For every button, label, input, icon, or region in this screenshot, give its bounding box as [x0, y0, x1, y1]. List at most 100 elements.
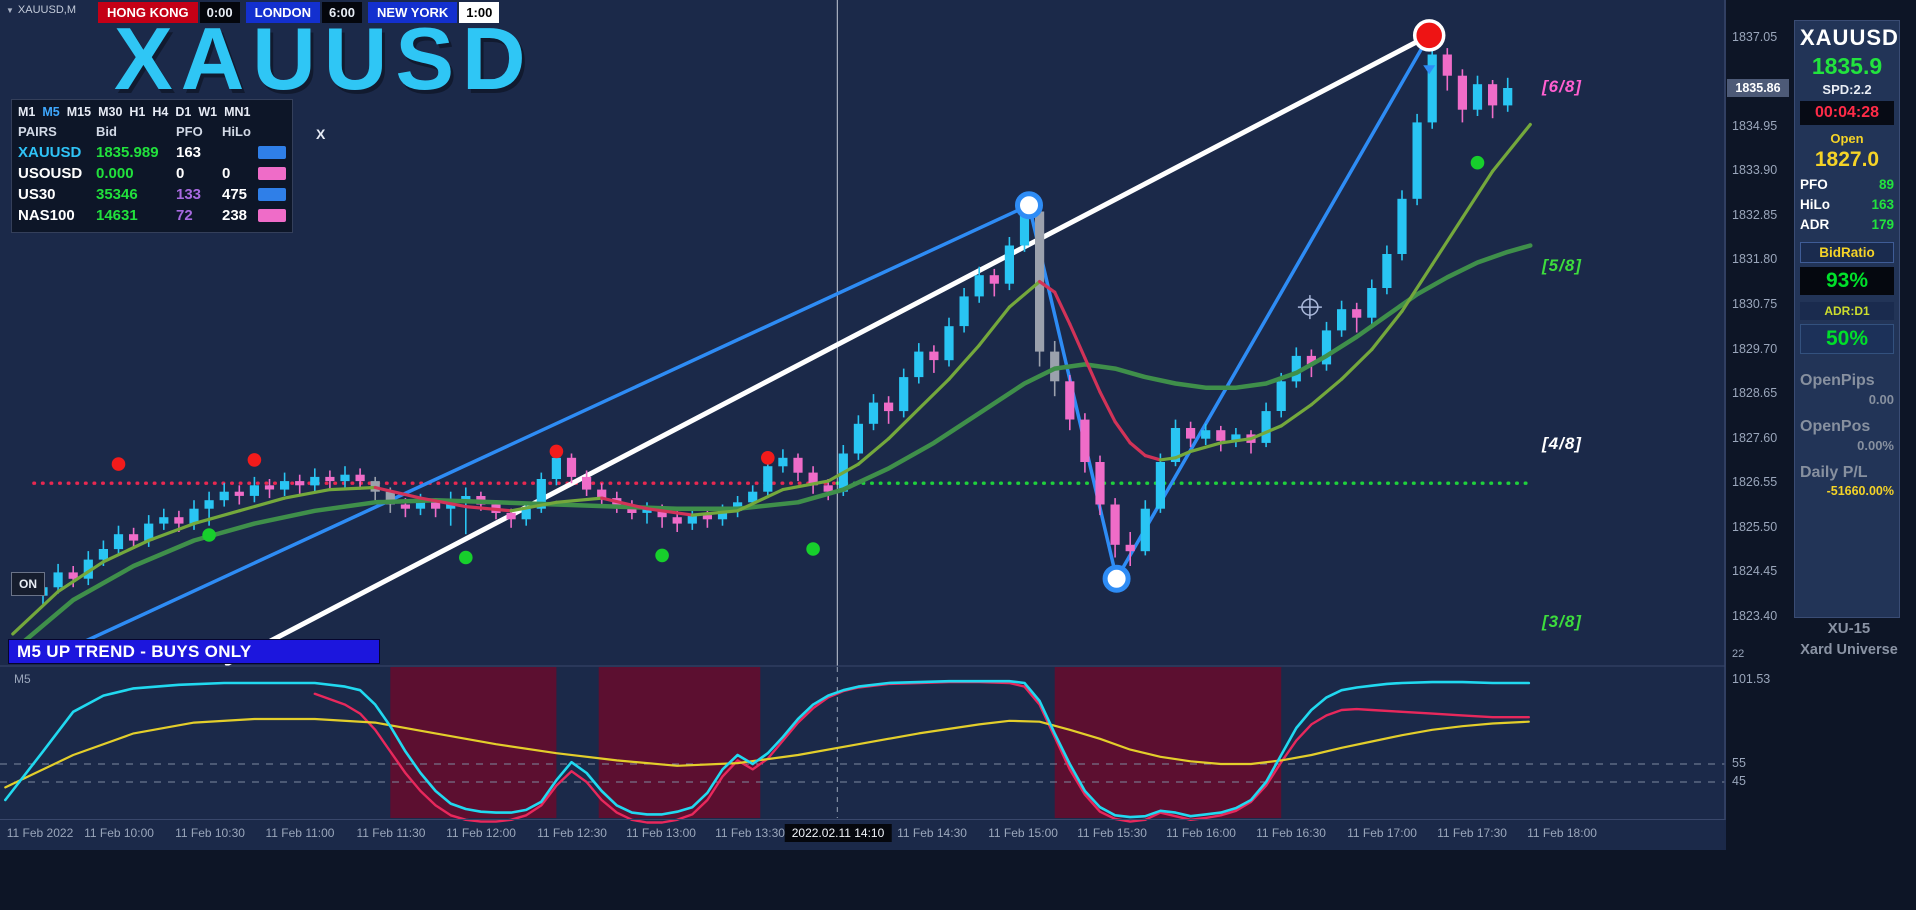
- red-signal-dot: [247, 453, 262, 467]
- candle-body: [325, 476, 335, 482]
- candle-body: [1291, 355, 1301, 382]
- candle-body: [1488, 84, 1498, 106]
- fast-ma-segment: [1430, 216, 1465, 267]
- pair-row-us30[interactable]: US30 35346 133 475: [18, 184, 286, 205]
- candle-body: [400, 504, 410, 509]
- fast-ma-segment: [645, 507, 694, 517]
- candle-body: [974, 275, 984, 297]
- pairs-header-pfo: PFO: [176, 124, 203, 139]
- fast-ma-segment: [1173, 449, 1193, 460]
- adr-d1-value: 50%: [1800, 324, 1894, 354]
- timeframe-h1[interactable]: H1: [129, 105, 146, 119]
- candle-body: [98, 549, 108, 560]
- pair-name: US30: [18, 186, 56, 203]
- market-info-panel: XAUUSD 1835.9 SPD:2.2 00:04:28 Open 1827…: [1794, 20, 1900, 618]
- indicator-downtrend-band: [390, 667, 557, 818]
- zigzag-pivot-circle[interactable]: [1015, 191, 1043, 220]
- candle-body: [129, 534, 139, 541]
- fast-ma-segment: [283, 488, 332, 500]
- candle-body: [868, 402, 879, 424]
- indicator-yellow-line: [4, 717, 1530, 789]
- stat-pfo-value: 89: [1878, 177, 1894, 192]
- pair-row-xauusd[interactable]: XAUUSD 1835.989 163: [18, 142, 286, 163]
- zigzag-pivot-circle[interactable]: [1102, 564, 1131, 593]
- indicator-scale-tick: 45: [1732, 774, 1746, 788]
- open-pips-value: 0.00: [1868, 392, 1894, 407]
- candle-body: [1004, 245, 1014, 284]
- pair-hilo: 475: [222, 186, 248, 203]
- pairs-header-hilo: HiLo: [222, 124, 251, 139]
- candle-body: [1065, 381, 1075, 420]
- pair-row-nas100[interactable]: NAS100 14631 72 238: [18, 205, 286, 226]
- price-scale-tick: 1832.85: [1732, 207, 1778, 222]
- candle-body: [853, 423, 863, 454]
- candle-body: [1095, 462, 1105, 505]
- timeframe-h4[interactable]: H4: [152, 105, 169, 119]
- session-time: 6:00: [322, 2, 363, 23]
- timeframe-mn1[interactable]: MN1: [224, 105, 251, 119]
- chart-cursor-marker: [1297, 295, 1322, 320]
- candle-body: [1382, 254, 1392, 288]
- candle-body: [1472, 84, 1483, 110]
- pairs-panel: M1 M5 M15 M30 H1 H4 D1 W1 MN1 PAIRS Bid PFO HiLo XA…: [11, 99, 293, 233]
- candle-body: [687, 515, 697, 524]
- fast-ma-segment: [418, 496, 468, 509]
- fast-ma-segment: [856, 437, 891, 466]
- pair-pfo: 72: [176, 207, 193, 224]
- candle-body: [1140, 508, 1150, 552]
- pair-name: XAUUSD: [18, 144, 82, 161]
- pair-pfo: 0: [176, 165, 185, 182]
- pair-hilo: 238: [222, 207, 248, 224]
- pair-row-usousd[interactable]: USOUSD 0.000 0 0: [18, 163, 286, 184]
- timeframe-m1[interactable]: M1: [18, 105, 36, 119]
- stat-adr-value: 179: [1871, 217, 1894, 232]
- open-pips-label: OpenPips: [1800, 372, 1875, 389]
- pair-strength-bar: [258, 188, 286, 201]
- candle-body: [582, 476, 592, 490]
- pairs-header-pairs: PAIRS: [18, 124, 57, 139]
- fast-ma-segment: [373, 485, 423, 500]
- candle-body: [415, 502, 426, 509]
- candle-body: [249, 485, 259, 496]
- on-toggle-button[interactable]: ON: [11, 572, 45, 596]
- pairs-header-bid: Bid: [96, 124, 117, 139]
- pairs-panel-close-icon[interactable]: X: [316, 126, 326, 142]
- green-signal-dot: [202, 528, 216, 542]
- pair-bid: 14631: [96, 207, 138, 224]
- indicator-cyan-line: [4, 679, 1531, 819]
- pair-strength-bar: [258, 209, 286, 222]
- fast-ma-segment: [328, 485, 377, 492]
- candle-body: [823, 485, 833, 492]
- chart-canvas[interactable]: [0, 0, 1726, 850]
- daily-pl-label: Daily P/L: [1800, 464, 1868, 481]
- adr-d1-label: ADR:D1: [1800, 302, 1894, 320]
- top-pivot-circle[interactable]: [1412, 19, 1446, 52]
- candle-body: [551, 457, 561, 479]
- white-trendline[interactable]: [224, 32, 1432, 667]
- fast-ma-segment: [600, 496, 649, 511]
- red-signal-dot: [761, 451, 775, 465]
- fast-ma-segment: [886, 407, 921, 441]
- candle-body: [53, 572, 63, 588]
- candle-body: [1216, 430, 1226, 441]
- candle-body: [340, 474, 350, 482]
- price-scale-tick: 1830.75: [1732, 296, 1778, 311]
- open-pos-value: 0.00%: [1857, 438, 1894, 453]
- symbol-watermark: XAUUSD: [114, 9, 534, 108]
- candle-body: [1503, 88, 1513, 106]
- timeframe-w1[interactable]: W1: [198, 105, 218, 119]
- candle-body: [1397, 198, 1407, 254]
- time-cursor-label: 2022.02.11 14:10: [784, 824, 892, 842]
- indicator-timeframe-label: M5: [14, 672, 31, 686]
- candle-body: [83, 559, 93, 579]
- fast-ma-segment: [1188, 441, 1223, 453]
- price-scale-tick: 1826.55: [1732, 475, 1778, 490]
- pair-bid: 35346: [96, 186, 138, 203]
- timeframe-d1[interactable]: D1: [175, 105, 192, 119]
- green-signal-dot: [655, 548, 669, 563]
- timeframe-m15[interactable]: M15: [66, 105, 92, 119]
- timeframe-m5[interactable]: M5: [42, 105, 60, 119]
- candle-body: [884, 402, 894, 412]
- timeframe-m30[interactable]: M30: [98, 105, 123, 119]
- fast-ma-segment: [1068, 322, 1087, 360]
